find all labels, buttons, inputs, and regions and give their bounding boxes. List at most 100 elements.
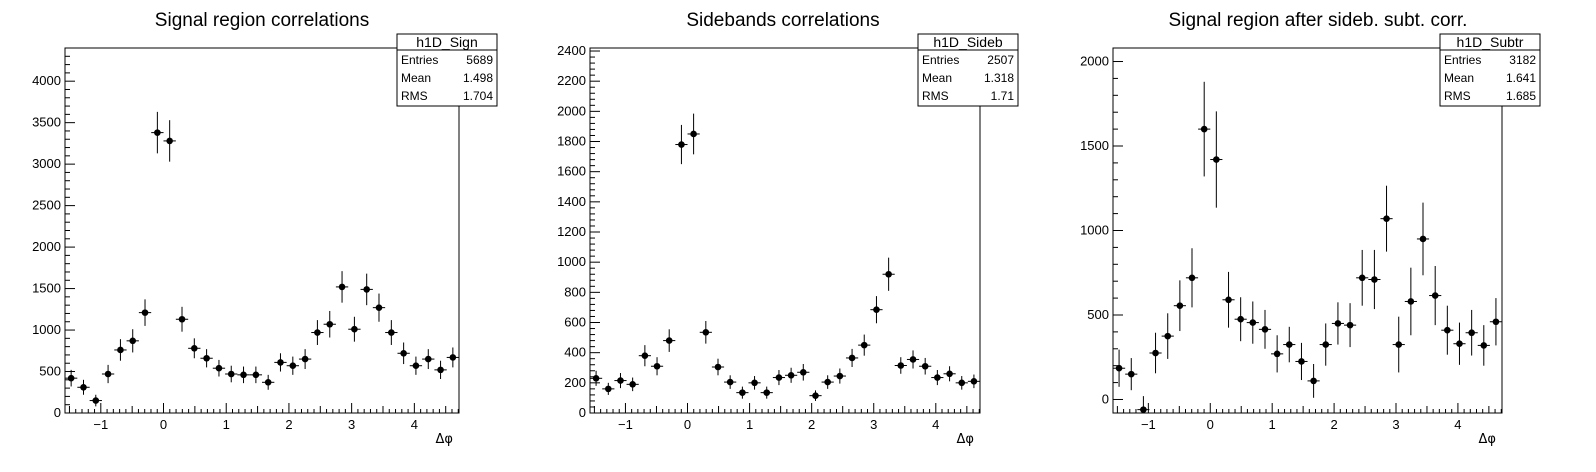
data-point [1161, 313, 1174, 359]
y-tick-label: 0 [1102, 391, 1109, 406]
data-marker [388, 329, 395, 336]
data-marker [605, 385, 612, 393]
data-marker [166, 137, 173, 145]
data-marker [1371, 276, 1378, 283]
data-point [1465, 309, 1478, 356]
data-point [797, 363, 810, 381]
x-tick-label: −1 [93, 417, 108, 432]
y-tick-label: 1500 [1080, 138, 1109, 153]
data-point [882, 257, 895, 291]
data-point [687, 113, 700, 155]
data-point [1149, 332, 1162, 374]
data-marker [1383, 215, 1390, 222]
data-point [1343, 303, 1357, 348]
data-marker [1492, 318, 1500, 326]
y-tick-label: 1800 [557, 134, 586, 149]
x-tick-label: 1 [223, 417, 230, 432]
data-point [1380, 185, 1393, 252]
y-tick-label: 2000 [1080, 54, 1109, 69]
data-marker [1285, 341, 1293, 348]
data-marker [1164, 332, 1172, 340]
plot-frame [589, 47, 981, 414]
data-point [1392, 316, 1405, 373]
data-point [1234, 297, 1247, 342]
data-marker [970, 378, 978, 385]
data-point [906, 350, 920, 369]
data-point [650, 357, 664, 376]
data-point [1185, 248, 1199, 308]
data-point [1416, 202, 1430, 276]
chart-title: Sidebands correlations [686, 10, 879, 31]
data-point [212, 359, 226, 377]
data-marker [946, 370, 953, 378]
chart-title: Signal region correlations [155, 10, 369, 31]
data-marker [363, 286, 370, 293]
stats-value: 1.71 [991, 89, 1015, 103]
data-marker [726, 378, 734, 386]
x-tick-label: 4 [932, 417, 939, 432]
data-marker [277, 359, 284, 366]
data-point [1295, 342, 1308, 381]
data-point [434, 360, 447, 379]
stats-value: 5689 [466, 53, 493, 67]
x-tick-label: 1 [746, 417, 753, 432]
y-tick-label: 2000 [557, 103, 586, 118]
data-point [286, 356, 299, 375]
data-marker [665, 337, 673, 344]
stats-label: Mean [1444, 71, 1474, 85]
data-marker [1115, 364, 1123, 372]
data-marker [592, 375, 600, 382]
x-tick-label: 0 [684, 417, 691, 432]
stats-box: h1D_Sideb Entries 2507 Mean 1.318 RMS 1.71 [917, 33, 1019, 107]
stats-title: h1D_Subtr [1457, 34, 1524, 50]
data-point [1137, 396, 1150, 413]
data-point [1356, 249, 1369, 306]
data-point [870, 296, 883, 324]
data-point [1368, 249, 1381, 310]
stats-label: Mean [401, 71, 431, 85]
data-marker [449, 354, 457, 361]
y-tick-label: 3000 [32, 156, 61, 171]
data-marker [714, 363, 722, 371]
data-point [397, 342, 410, 365]
data-point [1271, 335, 1284, 373]
y-tick-label: 1400 [557, 194, 586, 209]
y-tick-label: 0 [579, 405, 586, 420]
data-marker [141, 309, 149, 316]
y-tick-label: 800 [564, 284, 586, 299]
data-point [200, 349, 213, 368]
data-marker [799, 368, 807, 376]
data-point [175, 306, 189, 332]
data-marker [1176, 302, 1184, 309]
stats-box: h1D_Sign Entries 5689 Mean 1.498 RMS 1.704 [396, 33, 498, 107]
y-tick-label: 600 [564, 315, 586, 330]
y-tick-label: 1000 [32, 322, 61, 337]
data-point [785, 367, 798, 383]
data-marker [1140, 406, 1147, 413]
x-tick-label: −1 [1141, 417, 1156, 432]
data-point [114, 339, 127, 361]
data-point [1283, 326, 1296, 363]
data-point [348, 316, 361, 342]
data-point [602, 382, 615, 395]
x-tick-label: 2 [808, 417, 815, 432]
data-point [237, 366, 250, 384]
data-point [89, 394, 102, 407]
data-marker [1480, 342, 1488, 349]
data-point [943, 366, 956, 382]
chart-title: Signal region after sideb. subt. corr. [1169, 10, 1468, 31]
y-tick-label: 3500 [32, 115, 61, 130]
x-tick-label: 4 [411, 417, 418, 432]
data-marker [1322, 341, 1330, 348]
data-marker [1468, 329, 1475, 337]
data-marker [412, 362, 420, 370]
data-marker [67, 374, 75, 382]
data-marker [824, 378, 831, 386]
data-point [151, 111, 164, 154]
chart-panel-sidebands: Sidebands correlations 0 200 400 600 800 1000 1… [557, 10, 1019, 447]
y-tick-label: 1600 [557, 164, 586, 179]
y-tick-label: 500 [1087, 307, 1109, 322]
stats-label: RMS [401, 89, 428, 103]
data-marker [1298, 358, 1305, 365]
data-marker [1346, 321, 1354, 329]
